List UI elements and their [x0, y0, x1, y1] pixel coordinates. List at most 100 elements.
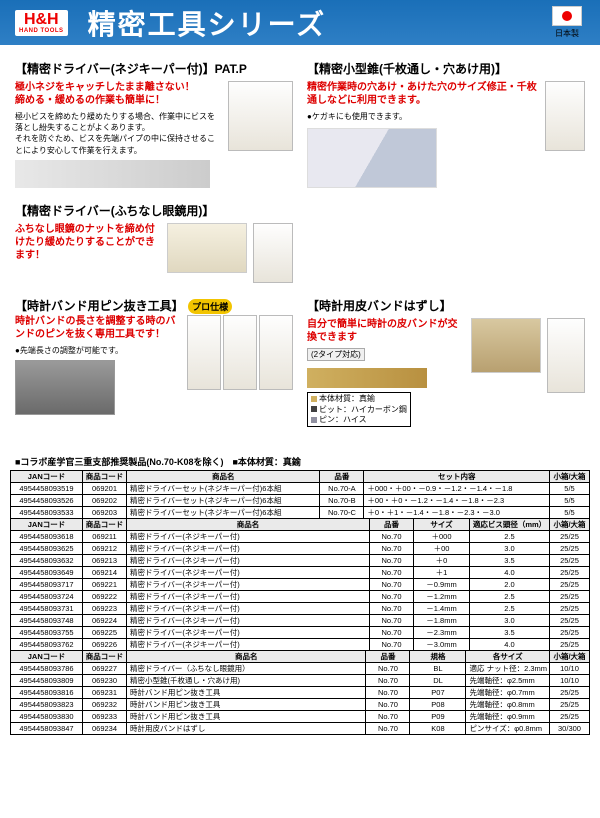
table-cell: －3.0mm	[414, 639, 470, 651]
table-cell: 4954458093618	[11, 531, 83, 543]
table-cell: 先端軸径：φ0.7mm	[466, 687, 550, 699]
table-cell: 2.0	[470, 579, 550, 591]
table-cell: ＋1	[414, 567, 470, 579]
table-cell: 10/10	[550, 663, 590, 675]
type-label: (2タイプ対応)	[307, 348, 365, 361]
product-image	[545, 81, 585, 151]
table-cell: 069222	[83, 591, 127, 603]
product-image	[547, 318, 585, 393]
table-row: 4954458093731069223精密ドライバー(ネジキーパー付)No.70…	[11, 603, 590, 615]
table-row: 4954458093519069201精密ドライバーセット(ネジキーパー付)6本…	[11, 483, 590, 495]
table-cell: 先端軸径：φ0.8mm	[466, 699, 550, 711]
spec-table-3: JANコード商品コード商品名品番規格各サイズ小箱/大箱 495445809378…	[10, 650, 590, 735]
table-cell: －2.3mm	[414, 627, 470, 639]
spec-table-2: JANコード商品コード商品名品番サイズ適応ビス頭径（mm）小箱/大箱 49544…	[10, 518, 590, 651]
table-cell: 069232	[83, 699, 127, 711]
table-cell: 時計用皮バンドはずし	[127, 723, 366, 735]
section-title: 【時計用皮バンドはずし】	[307, 297, 585, 314]
table-cell: 先端軸径：φ0.9mm	[466, 711, 550, 723]
table-cell: No.70-A	[320, 483, 364, 495]
col-header: 商品名	[127, 651, 366, 663]
product-image	[15, 160, 210, 188]
table-row: 4954458093533069203精密ドライバーセット(ネジキーパー付)6本…	[11, 507, 590, 519]
table-cell: 25/25	[550, 639, 590, 651]
col-header: 品番	[370, 519, 414, 531]
table-cell: 精密ドライバー(ネジキーパー付)	[127, 603, 370, 615]
col-header: 商品コード	[83, 651, 127, 663]
header: H&H HAND TOOLS 精密工具シリーズ 日本製	[0, 0, 600, 45]
table-cell: －1.4mm	[414, 603, 470, 615]
table-cell: No.70	[370, 555, 414, 567]
table-cell: 069226	[83, 639, 127, 651]
table-cell: 069230	[83, 675, 127, 687]
material-line: ピン：ハイス	[319, 415, 367, 424]
section-bullet: 先端長さの調整が可能です。	[15, 345, 181, 356]
spec-table-1: JANコード商品コード商品名品番セット内容小箱/大箱 4954458093519…	[10, 470, 590, 519]
section-title: 【精密小型錐(千枚通し・穴あけ用)】	[307, 60, 585, 77]
table-row: 4954458093717069221精密ドライバー(ネジキーパー付)No.70…	[11, 579, 590, 591]
table-row: 4954458093830069233時計バンド用ピン抜き工具No.70P09先…	[11, 711, 590, 723]
table-cell: 25/25	[550, 567, 590, 579]
table-cell: 25/25	[550, 687, 590, 699]
col-header: 小箱/大箱	[550, 471, 590, 483]
table-cell: 10/10	[550, 675, 590, 687]
table-cell: 25/25	[550, 531, 590, 543]
table-cell: ピンサイズ：φ0.8mm	[466, 723, 550, 735]
table-cell: 4954458093519	[11, 483, 83, 495]
table-cell: 069213	[83, 555, 127, 567]
product-image	[253, 223, 293, 283]
table-cell: 5/5	[550, 483, 590, 495]
table-cell: 4954458093847	[11, 723, 83, 735]
table-cell: 4954458093755	[11, 627, 83, 639]
table-row: 4954458093786069227精密ドライバー（ふちなし眼鏡用）No.70…	[11, 663, 590, 675]
col-header: 商品名	[127, 471, 320, 483]
table-cell: No.70	[366, 663, 410, 675]
table-cell: BL	[410, 663, 466, 675]
spacer	[307, 202, 585, 283]
logo: H&H HAND TOOLS	[15, 10, 68, 36]
col-header: 商品コード	[83, 471, 127, 483]
table-cell: No.70	[366, 699, 410, 711]
table-cell: 精密ドライバー(ネジキーパー付)	[127, 543, 370, 555]
table-cell: 4954458093717	[11, 579, 83, 591]
col-header: JANコード	[11, 471, 83, 483]
table-cell: 精密ドライバーセット(ネジキーパー付)6本組	[127, 483, 320, 495]
table-row: 4954458093816069231時計バンド用ピン抜き工具No.70P07先…	[11, 687, 590, 699]
product-image	[228, 81, 293, 151]
table-cell: 4954458093649	[11, 567, 83, 579]
table-row: 4954458093625069212精密ドライバー(ネジキーパー付)No.70…	[11, 543, 590, 555]
section-title: 【精密ドライバー(ネジキーパー付)】PAT.P	[15, 60, 293, 77]
table-cell: 069212	[83, 543, 127, 555]
product-image	[167, 223, 247, 273]
table-cell: 4954458093830	[11, 711, 83, 723]
table-cell: 069202	[83, 495, 127, 507]
table-cell: 25/25	[550, 627, 590, 639]
table-row: 4954458093649069214精密ドライバー(ネジキーパー付)No.70…	[11, 567, 590, 579]
table-cell: No.70	[370, 579, 414, 591]
table-cell: 069221	[83, 579, 127, 591]
table-cell: 4954458093762	[11, 639, 83, 651]
table-cell: ＋00	[414, 543, 470, 555]
section-leather-band: 【時計用皮バンドはずし】 自分で簡単に時計の皮バンドが交換できます (2タイプ対…	[307, 297, 585, 427]
table-cell: P07	[410, 687, 466, 699]
table-cell: No.70	[366, 675, 410, 687]
table-cell: 4954458093731	[11, 603, 83, 615]
table-cell: 時計バンド用ピン抜き工具	[127, 699, 366, 711]
section-driver-screwkeeper: 【精密ドライバー(ネジキーパー付)】PAT.P 極小ネジをキャッチしたまま離さな…	[15, 60, 293, 188]
table-cell: No.70	[370, 531, 414, 543]
table-cell: 4954458093816	[11, 687, 83, 699]
table-cell: 069224	[83, 615, 127, 627]
table-cell: P09	[410, 711, 466, 723]
product-image	[223, 315, 257, 390]
section-highlight: 極小ネジをキャッチしたまま離さない！ 締める・緩めるの作業も簡単に！	[15, 81, 222, 107]
material-line: 本体材質：真鍮	[319, 394, 375, 403]
table-cell: 069223	[83, 603, 127, 615]
col-header: 品番	[320, 471, 364, 483]
col-header: 商品コード	[83, 519, 127, 531]
table-cell: 4954458093625	[11, 543, 83, 555]
col-header: 商品名	[127, 519, 370, 531]
table-cell: 069201	[83, 483, 127, 495]
table-cell: ＋0・＋1・－1.4・－1.8・－2.3・－3.0	[364, 507, 550, 519]
table-cell: 4954458093823	[11, 699, 83, 711]
table-cell: 069211	[83, 531, 127, 543]
